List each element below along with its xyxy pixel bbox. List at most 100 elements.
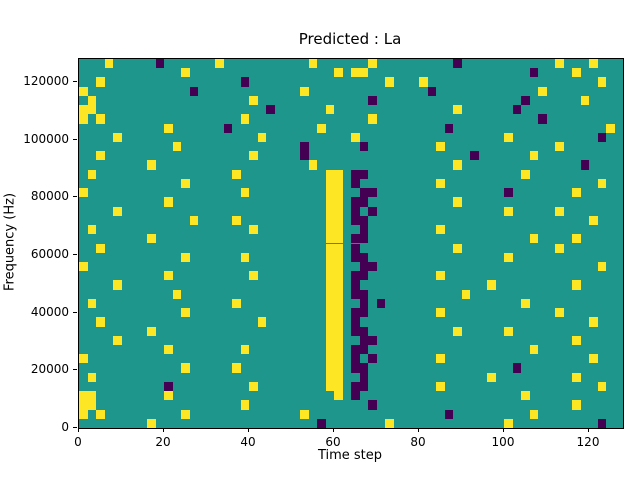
heatmap-cell (419, 77, 428, 87)
heatmap-cell (597, 381, 606, 392)
heatmap-cell (368, 114, 377, 124)
heatmap-cell (572, 234, 581, 244)
x-tick-label: 100 (491, 435, 515, 449)
heatmap-cell (504, 206, 513, 216)
x-tick-mark (248, 428, 249, 432)
heatmap-cell (351, 68, 360, 78)
heatmap-cell (504, 188, 513, 198)
heatmap-cell (453, 105, 462, 115)
heatmap-cell (436, 142, 445, 152)
heatmap-cell (427, 86, 436, 96)
y-tick-label: 20000 (30, 362, 69, 377)
heatmap-cell (359, 169, 368, 179)
heatmap-cell (444, 123, 453, 133)
heatmap-cell (147, 418, 156, 428)
heatmap-cell (232, 169, 241, 179)
heatmap-cell (334, 372, 343, 382)
heatmap-cell (334, 234, 343, 244)
heatmap-cell (164, 381, 173, 392)
heatmap-cell (325, 335, 334, 345)
heatmap-cell (487, 372, 496, 382)
heatmap-cell (325, 363, 334, 373)
y-tick-label: 100000 (23, 131, 69, 146)
x-tick-label: 60 (325, 435, 341, 449)
heatmap-cell (351, 169, 360, 179)
heatmap-cell (334, 280, 343, 290)
heatmap-cell (325, 206, 334, 216)
heatmap-cell (512, 363, 521, 373)
heatmap-cell (249, 225, 258, 235)
heatmap-cell (334, 344, 343, 355)
y-tick-mark (73, 81, 77, 83)
heatmap-cell (368, 354, 377, 364)
heatmap-cell (351, 271, 360, 281)
heatmap-cell (334, 363, 343, 373)
heatmap-cell (359, 234, 368, 244)
heatmap-cell (181, 308, 190, 318)
heatmap-cell (334, 215, 343, 226)
heatmap-cell (240, 114, 249, 124)
y-tick-label: 0 (61, 420, 69, 434)
y-tick-label: 40000 (30, 304, 69, 319)
heatmap-cell (351, 381, 360, 392)
heatmap-cell (359, 188, 368, 198)
heatmap-cell (589, 354, 598, 364)
heatmap-cell (325, 298, 334, 309)
heatmap-cell (266, 105, 275, 115)
y-tick-mark (73, 369, 77, 371)
heatmap-cell (317, 123, 326, 133)
heatmap-cell (325, 308, 334, 318)
heatmap-cell (351, 252, 360, 262)
heatmap-cell (334, 178, 343, 189)
heatmap-cell (572, 188, 581, 198)
heatmap-cell (96, 77, 105, 87)
heatmap-cell (521, 298, 530, 309)
x-tick-label: 40 (240, 435, 256, 449)
heatmap-cell (436, 271, 445, 281)
heatmap-cell (555, 59, 564, 69)
heatmap-cell (334, 188, 343, 198)
heatmap-cell (113, 132, 122, 143)
heatmap-plot-area (78, 58, 624, 429)
heatmap-cell (334, 335, 343, 345)
heatmap-cell (385, 418, 394, 428)
heatmap-cell (79, 391, 88, 401)
heatmap-cell (453, 243, 462, 253)
heatmap-cell (359, 326, 368, 336)
heatmap-cell (512, 105, 521, 115)
heatmap-cell (436, 354, 445, 364)
heatmap-cell (351, 178, 360, 189)
heatmap-cell (334, 68, 343, 78)
heatmap-cell (351, 391, 360, 401)
heatmap-cell (351, 197, 360, 207)
heatmap-cell (79, 188, 88, 198)
heatmap-cell (351, 363, 360, 373)
heatmap-cell (113, 280, 122, 290)
heatmap-cell (359, 363, 368, 373)
heatmap-cell (79, 409, 88, 419)
heatmap-cell (164, 271, 173, 281)
heatmap-cell (325, 289, 334, 299)
heatmap-cell (359, 344, 368, 355)
heatmap-cell (504, 418, 513, 428)
heatmap-cell (359, 289, 368, 299)
heatmap-cell (521, 169, 530, 179)
heatmap-cell (334, 252, 343, 262)
heatmap-cell (504, 132, 513, 143)
heatmap-cell (308, 160, 317, 170)
x-tick-mark (333, 428, 334, 432)
heatmap-cell (606, 123, 615, 133)
heatmap-cell (487, 280, 496, 290)
heatmap-cell (436, 178, 445, 189)
y-tick-mark (73, 196, 77, 198)
heatmap-cell (444, 409, 453, 419)
heatmap-cell (461, 289, 470, 299)
heatmap-cell (351, 243, 360, 253)
heatmap-cell (597, 132, 606, 143)
heatmap-cell (181, 252, 190, 262)
heatmap-cell (351, 132, 360, 143)
heatmap-cell (96, 114, 105, 124)
x-tick-mark (418, 428, 419, 432)
heatmap-cell (351, 234, 360, 244)
